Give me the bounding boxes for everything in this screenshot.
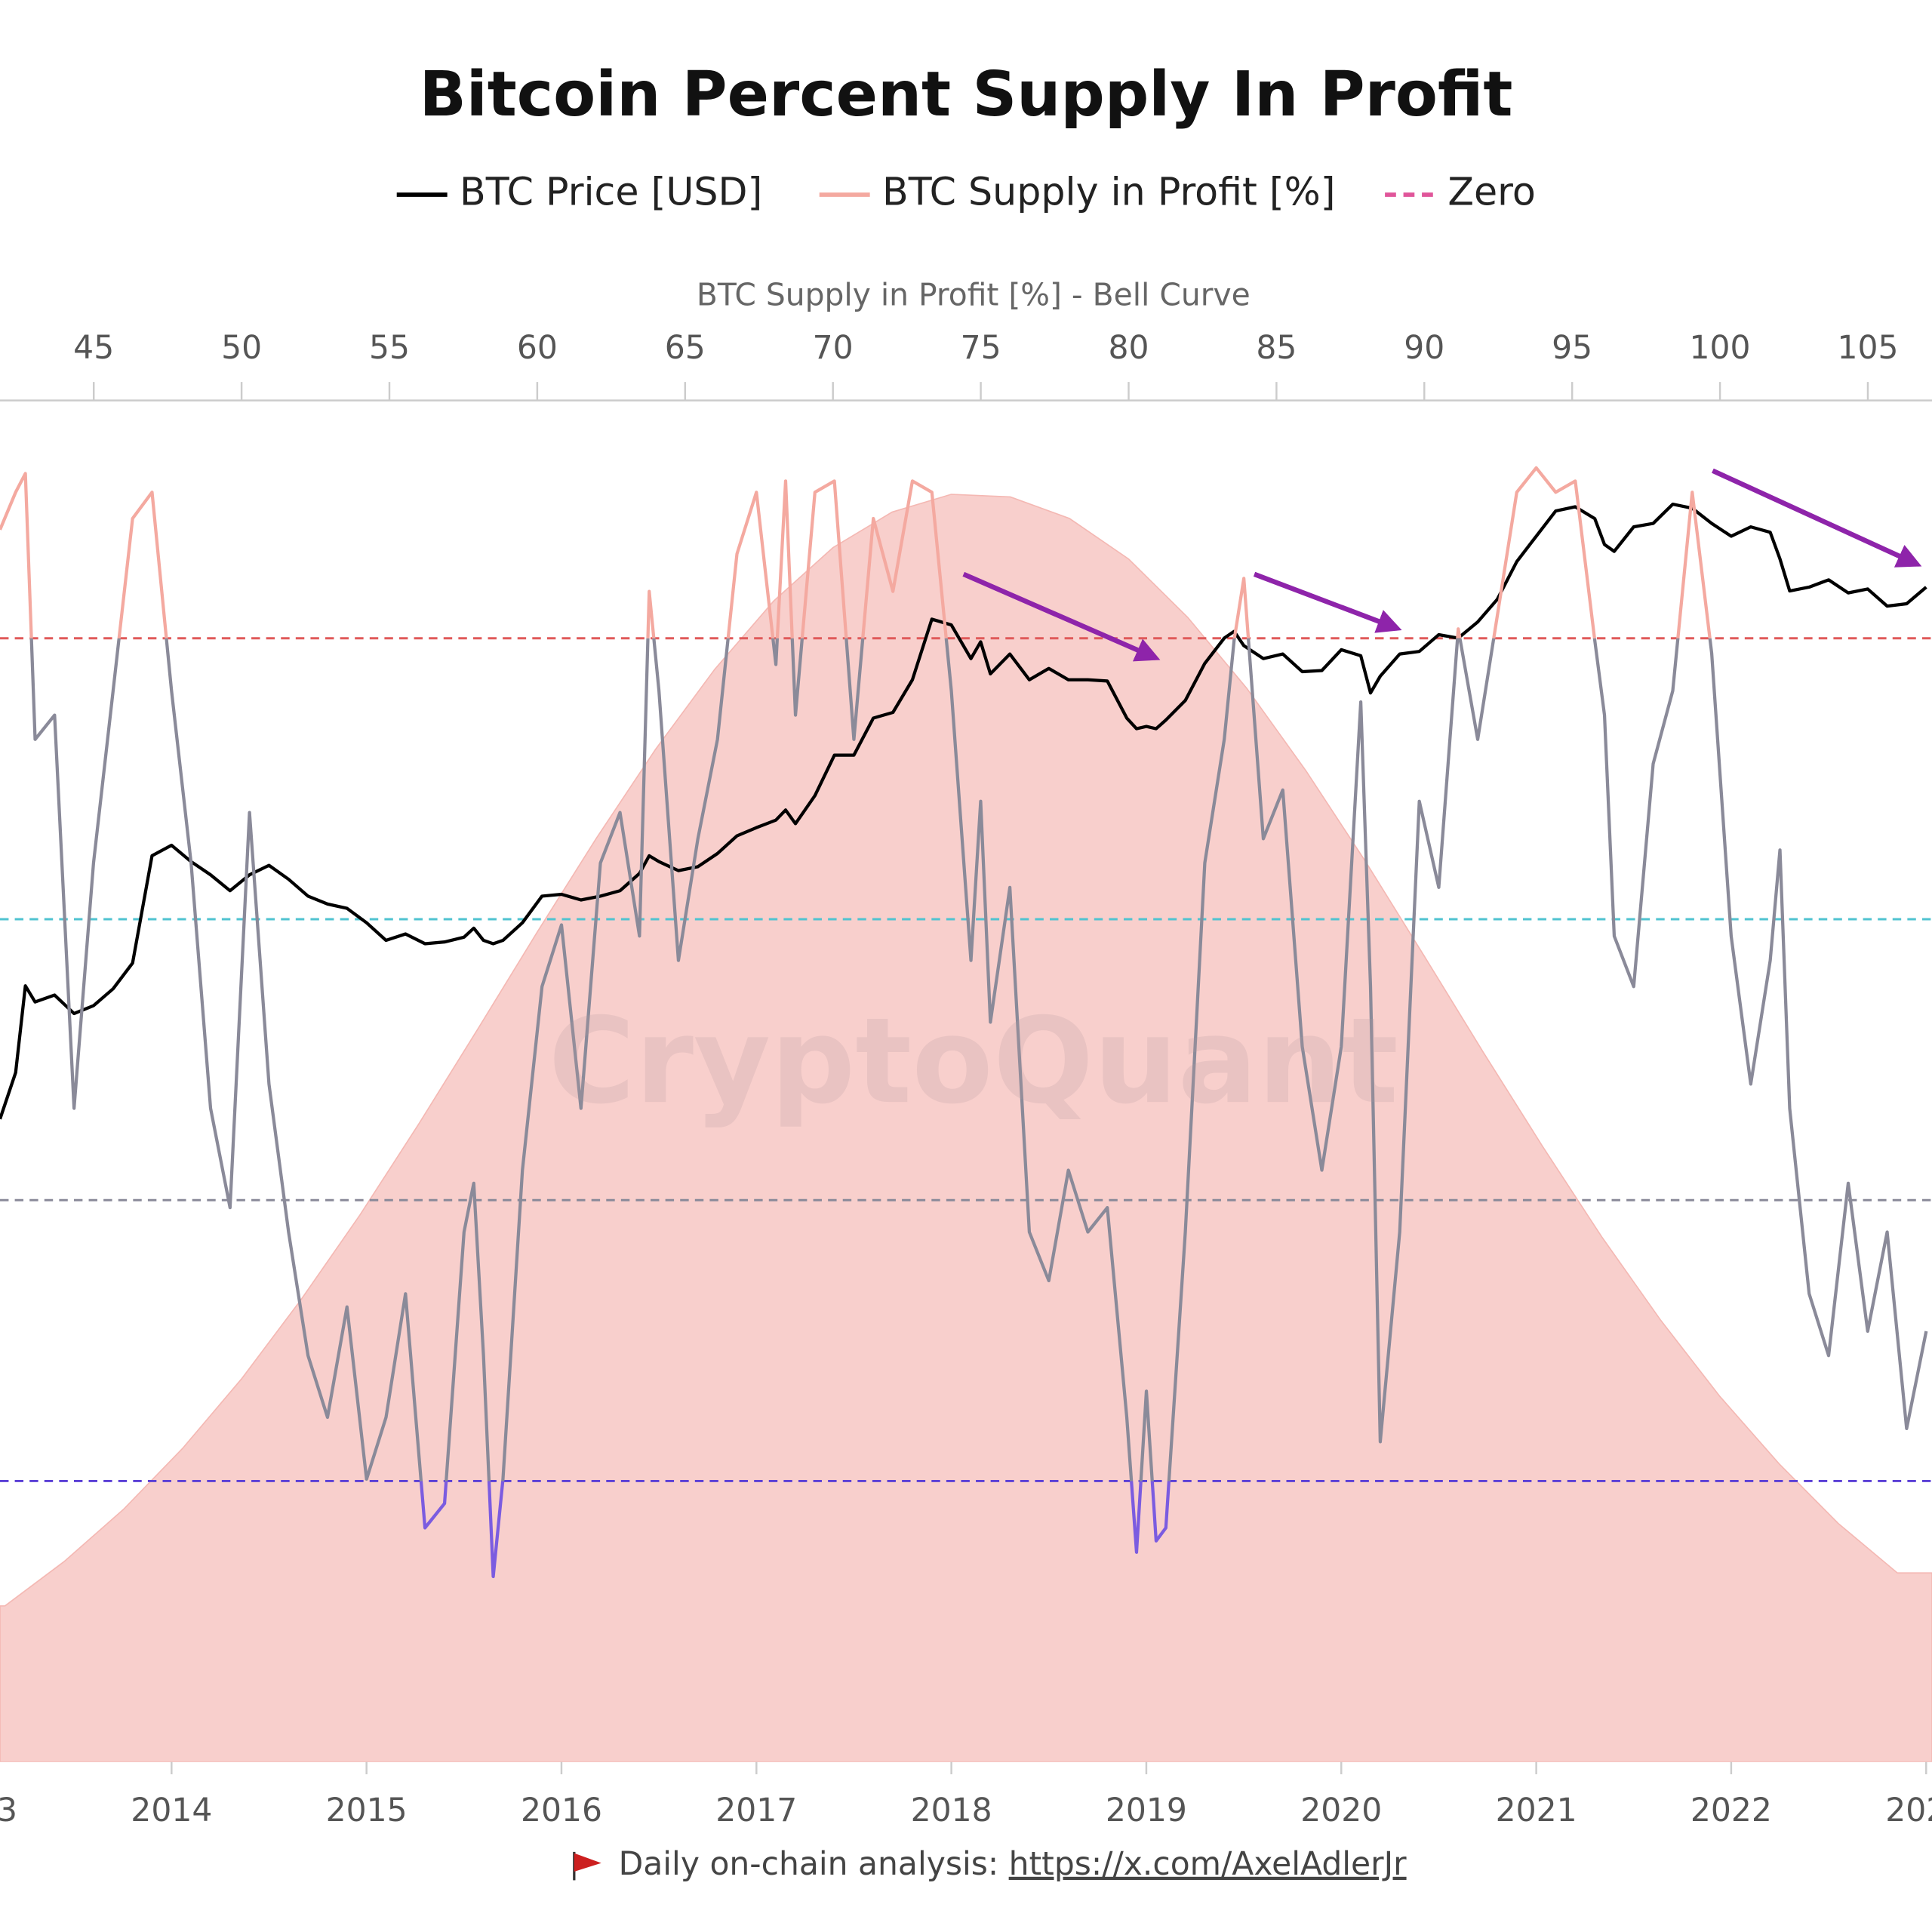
x-tick-label: 2015: [326, 1792, 408, 1829]
arrow: [1712, 468, 1922, 568]
flag-icon: [574, 1853, 601, 1872]
top-tick-label: 100: [1690, 330, 1751, 367]
top-axis-title: BTC Supply in Profit [%] - Bell Curve: [697, 276, 1251, 312]
top-tick-label: 60: [517, 330, 558, 367]
top-tick-label: 85: [1256, 330, 1297, 367]
plot-area: [0, 466, 1932, 1762]
top-tick-label: 105: [1837, 330, 1898, 367]
top-tick-label: 55: [369, 330, 410, 367]
legend-label: BTC Price [USD]: [460, 169, 762, 214]
top-tick-label: 80: [1108, 330, 1149, 367]
top-tick-label: 90: [1404, 330, 1444, 367]
arrow: [962, 571, 1161, 662]
axes: 45 50 55 60 65 70 75 80 85 90 95 100 105 2013 2014 2015…: [0, 330, 1932, 1829]
x-tick-label: 2014: [131, 1792, 212, 1829]
top-tick-label: 75: [961, 330, 1001, 367]
arrow: [1253, 571, 1402, 633]
top-tick-label: 45: [73, 330, 114, 367]
legend: BTC Price [USD] BTC Supply in Profit [%] Z…: [396, 169, 1536, 214]
chart-title: Bitcoin Percent Supply In Profit: [420, 59, 1513, 131]
top-tick-label: 95: [1552, 330, 1592, 367]
x-tick-label: 2022: [1690, 1792, 1772, 1829]
top-tick-label: 70: [813, 330, 854, 367]
top-tick-label: 50: [221, 330, 262, 367]
footer-link[interactable]: https://x.com/AxelAdlerJr: [1009, 1845, 1407, 1882]
footer-label: Daily on-chain analysis:: [619, 1845, 1009, 1882]
footer-text: Daily on-chain analysis: https://x.com/A…: [619, 1845, 1407, 1882]
x-tick-label: 2017: [715, 1792, 797, 1829]
price-line: [0, 502, 1927, 1120]
x-tick-label: 2016: [521, 1792, 602, 1829]
top-tick-label: 65: [665, 330, 706, 367]
footer: Daily on-chain analysis: https://x.com/A…: [573, 1845, 1407, 1882]
supply-line: [29, 638, 1928, 1481]
bell-curve-area: [0, 494, 1932, 1762]
x-tick-label: 2018: [911, 1792, 992, 1829]
x-tick-label: 2021: [1496, 1792, 1577, 1829]
x-tick-label: 2013: [0, 1792, 17, 1829]
x-tick-label: 2023: [1885, 1792, 1932, 1829]
legend-label: BTC Supply in Profit [%]: [882, 169, 1336, 214]
watermark: CryptoQuant: [549, 992, 1398, 1130]
x-tick-label: 2020: [1300, 1792, 1382, 1829]
x-tick-label: 2019: [1106, 1792, 1187, 1829]
annotation-arrows: [962, 468, 1922, 662]
legend-label: Zero: [1447, 169, 1535, 214]
